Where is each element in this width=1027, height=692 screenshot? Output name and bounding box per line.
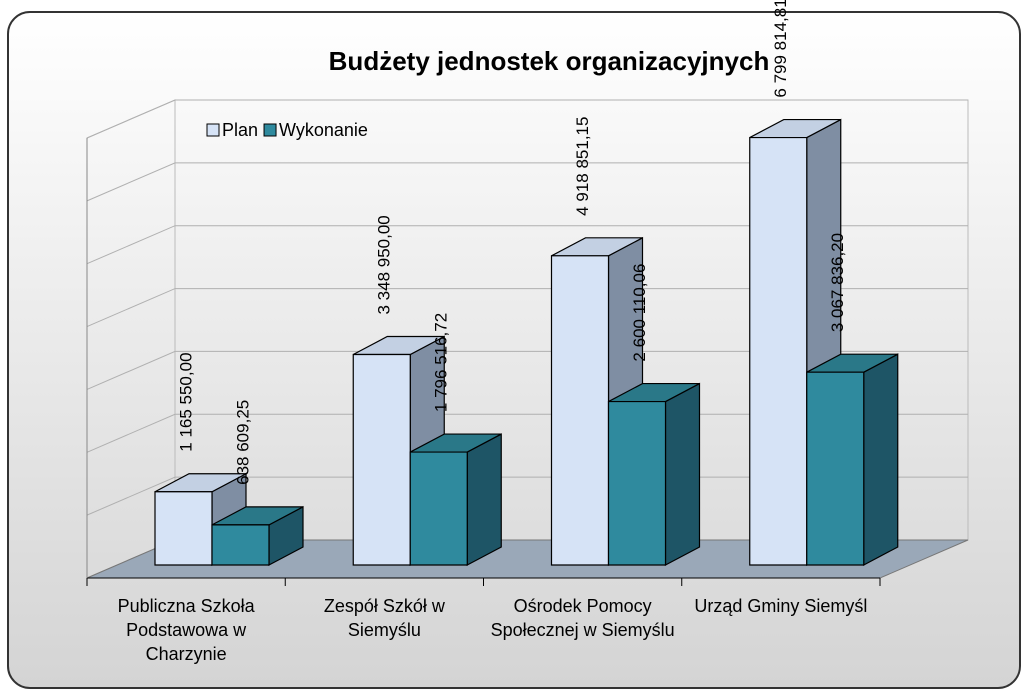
bar-front xyxy=(607,400,667,566)
grid-line xyxy=(86,350,968,390)
value-label: 3 348 950,00 xyxy=(375,215,394,314)
grid-line xyxy=(86,225,968,265)
bar xyxy=(211,505,304,566)
bar-front xyxy=(211,524,270,566)
chart-frame xyxy=(7,11,1021,689)
value-label: 638 609,25 xyxy=(234,400,253,485)
grid-line xyxy=(86,288,968,328)
grid-line xyxy=(86,162,968,202)
bar-front xyxy=(550,255,610,566)
x-tick-label: Ośrodek Pomocy Społecznej w Siemyślu xyxy=(490,596,675,640)
value-label: 1 165 550,00 xyxy=(177,352,196,451)
bar xyxy=(607,382,701,566)
bar-side xyxy=(466,433,502,566)
legend-label: Plan xyxy=(222,120,258,140)
legend-label: Wykonanie xyxy=(279,120,368,140)
bar xyxy=(806,353,899,566)
bar-side xyxy=(664,382,701,566)
bar-front xyxy=(352,353,411,566)
chart-title: Budżety jednostek organizacyjnych xyxy=(329,46,770,76)
bar-front xyxy=(749,136,808,566)
grid-line xyxy=(86,476,968,516)
value-label: 3 067 836,20 xyxy=(828,233,847,332)
bar xyxy=(409,433,502,566)
value-label: 6 799 814,81 xyxy=(771,0,790,98)
grid-line xyxy=(86,413,968,453)
bar-front xyxy=(154,491,213,566)
grid-line xyxy=(86,99,968,139)
value-label: 1 796 516,72 xyxy=(432,313,451,412)
legend-swatch xyxy=(206,123,220,137)
x-tick-label: Zespół Szkół w Siemyślu xyxy=(323,596,445,640)
x-tick-label: Publiczna Szkoła Podstawowa w Charzynie xyxy=(117,596,255,664)
bar-front xyxy=(806,371,865,566)
x-tick-label: Urząd Gminy Siemyśl xyxy=(694,596,868,616)
legend-swatch xyxy=(263,123,277,137)
bar-front xyxy=(409,451,468,566)
value-label: 2 600 110,06 xyxy=(630,264,649,362)
bar-side xyxy=(863,353,899,566)
value-label: 4 918 851,15 xyxy=(573,117,592,216)
